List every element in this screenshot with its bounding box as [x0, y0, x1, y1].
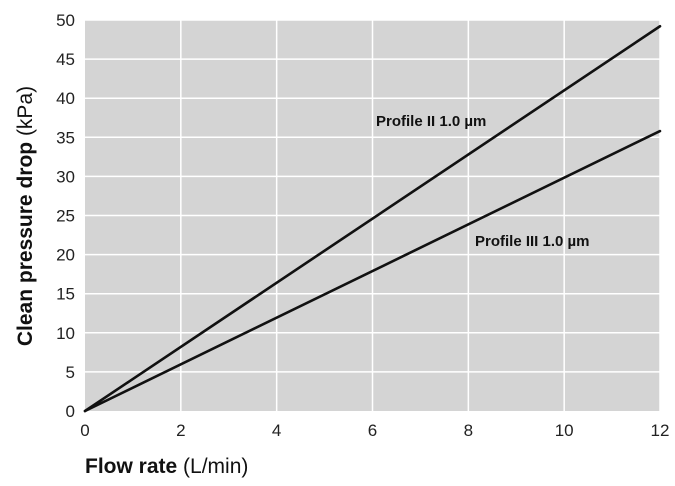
x-tick-label-2: 4 — [272, 421, 281, 440]
x-tick-label-5: 10 — [555, 421, 574, 440]
x-axis-title-main: Flow rate — [85, 455, 177, 478]
y-tick-label-5: 25 — [56, 207, 75, 226]
grid-lines — [85, 19, 661, 411]
x-tick-label-4: 8 — [464, 421, 473, 440]
y-tick-label-8: 40 — [56, 89, 75, 108]
y-tick-label-1: 5 — [66, 363, 75, 382]
series-lines — [83, 24, 662, 413]
series-label-profile-iii: Profile III 1.0 µm — [475, 233, 590, 250]
x-axis-title: Flow rate (L/min) — [85, 455, 248, 478]
x-tick-label-0: 0 — [80, 421, 89, 440]
y-tick-labels: 0 5 10 15 20 25 30 35 40 45 50 — [56, 11, 75, 421]
x-axis-title-unit: (L/min) — [177, 455, 248, 478]
y-axis-title-unit: (kPa) — [14, 86, 37, 142]
x-tick-labels: 0 2 4 6 8 10 12 — [80, 421, 669, 440]
x-tick-label-3: 6 — [368, 421, 377, 440]
y-tick-label-6: 30 — [56, 167, 75, 186]
y-tick-label-4: 20 — [56, 246, 75, 265]
x-tick-label-1: 2 — [176, 421, 185, 440]
y-axis-title-main: Clean pressure drop — [14, 142, 37, 346]
y-tick-label-10: 50 — [56, 11, 75, 30]
series-line-0 — [83, 24, 662, 413]
y-tick-label-7: 35 — [56, 128, 75, 147]
y-axis-title: Clean pressure drop (kPa) — [14, 86, 37, 346]
y-tick-label-0: 0 — [66, 402, 75, 421]
x-tick-label-6: 12 — [651, 421, 670, 440]
series-label-profile-ii: Profile II 1.0 µm — [376, 113, 486, 130]
y-tick-label-2: 10 — [56, 324, 75, 343]
y-tick-label-3: 15 — [56, 285, 75, 304]
y-tick-label-9: 45 — [56, 50, 75, 69]
series-line-1 — [83, 129, 662, 413]
